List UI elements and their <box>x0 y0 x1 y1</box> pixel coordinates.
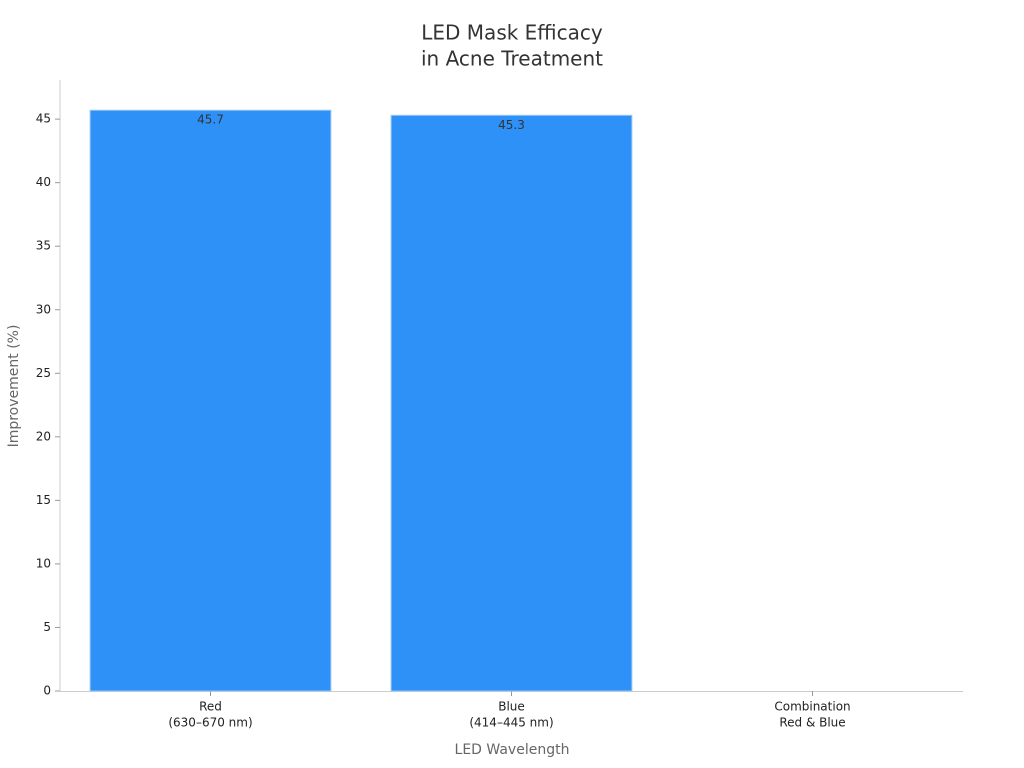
y-tick-label: 5 <box>43 620 51 634</box>
y-axis-label: Improvement (%) <box>6 325 22 448</box>
y-tick-label: 40 <box>36 175 51 189</box>
y-tick-label: 35 <box>36 239 51 253</box>
x-tick-label: Combination <box>774 700 850 714</box>
bar <box>89 109 332 692</box>
y-tick-label: 25 <box>36 366 51 380</box>
chart-title: in Acne Treatment <box>421 47 603 71</box>
x-tick-label: (630–670 nm) <box>168 716 252 730</box>
y-tick-label: 10 <box>36 556 51 570</box>
y-tick-label: 45 <box>36 112 51 126</box>
chart-title: LED Mask Efficacy <box>421 21 603 45</box>
bar <box>390 114 633 692</box>
x-tick-label: Blue <box>498 700 525 714</box>
x-tick-label: Red <box>199 700 222 714</box>
x-tick-label: Red & Blue <box>779 716 845 730</box>
y-tick-label: 0 <box>43 684 51 698</box>
x-axis-label: LED Wavelength <box>455 742 570 758</box>
y-tick-label: 30 <box>36 302 51 316</box>
x-tick-label: (414–445 nm) <box>469 716 553 730</box>
y-tick-label: 15 <box>36 493 51 507</box>
value-label: 45.3 <box>498 118 525 132</box>
value-label: 45.7 <box>197 113 224 127</box>
y-tick-label: 20 <box>36 429 51 443</box>
